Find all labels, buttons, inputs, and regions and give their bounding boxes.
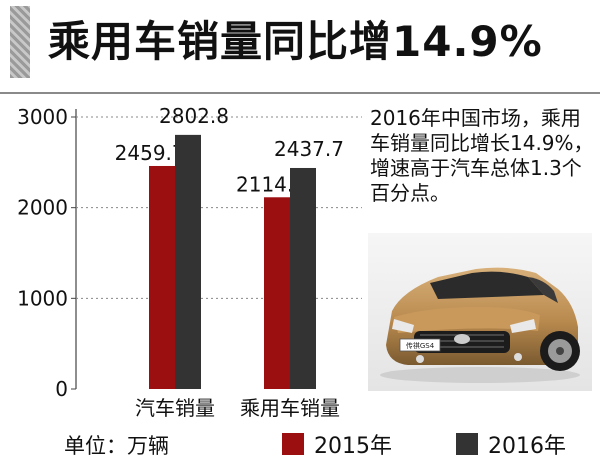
y-tick-label: 3000 <box>17 105 68 129</box>
y-tick-label: 2000 <box>17 196 68 220</box>
title-bar: 乘用车销量同比增14.9% <box>0 6 600 78</box>
legend-swatch-2015 <box>282 433 304 455</box>
bar-2016-1 <box>290 167 316 389</box>
x-category-label: 汽车销量 <box>135 396 215 420</box>
legend-item-2016: 2016年 <box>456 428 566 460</box>
legend-item-2015: 2015年 <box>282 428 392 460</box>
description-text: 2016年中国市场，乘用车销量同比增长14.9%，增速高于汽车总体1.3个百分点… <box>370 106 594 205</box>
bar-2015-1 <box>264 197 290 389</box>
legend-label-2015: 2015年 <box>314 434 392 459</box>
bar-2016-0 <box>175 134 201 389</box>
y-tick-label: 0 <box>55 377 68 401</box>
legend-label-2016: 2016年 <box>488 434 566 459</box>
title-accent-bar <box>10 6 30 78</box>
bar-chart: 01000200030002459.762114.62802.82437.7汽车… <box>17 104 362 420</box>
car-photo: 传祺GS4 <box>368 233 592 391</box>
x-category-label: 乘用车销量 <box>240 396 340 420</box>
car-photo-badge: 传祺GS4 <box>406 341 435 350</box>
legend-swatch-2016 <box>456 433 478 455</box>
bar-2015-0 <box>149 165 175 389</box>
unit-label: 单位：万辆 <box>64 434 169 458</box>
data-label: 2437.7 <box>274 137 344 161</box>
data-label: 2802.8 <box>159 104 229 128</box>
y-tick-label: 1000 <box>17 286 68 310</box>
page-title: 乘用车销量同比增14.9% <box>48 17 543 66</box>
title-divider <box>0 92 600 94</box>
